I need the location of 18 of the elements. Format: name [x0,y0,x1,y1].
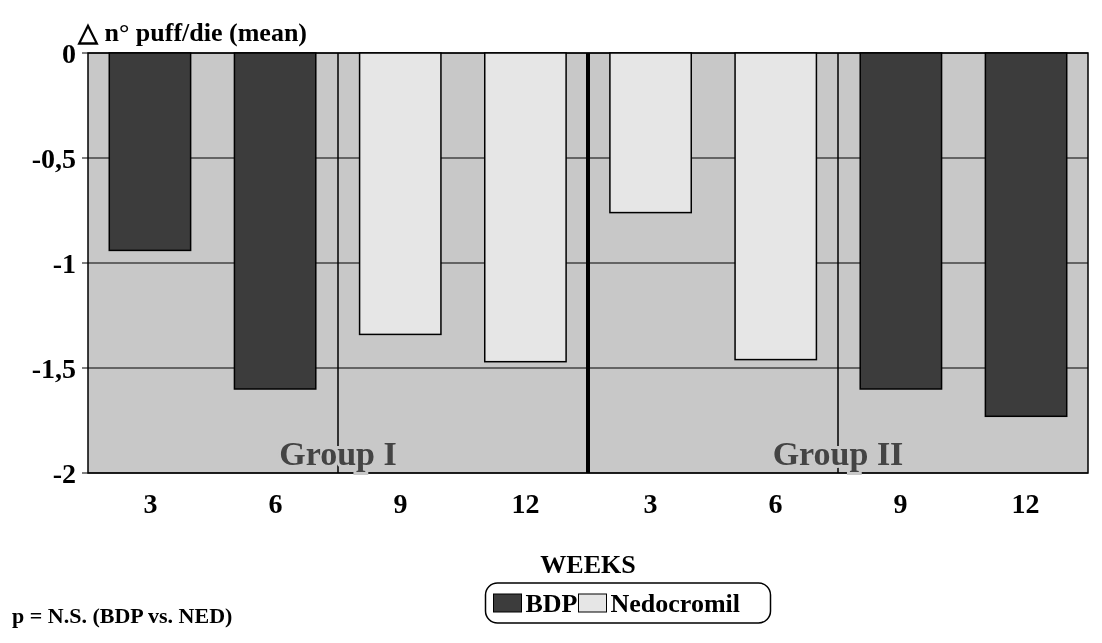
x-tick-label: 6 [768,488,783,519]
text: p = N.S. (BDP vs. NED) [12,603,233,628]
x-tick-label: 12 [511,488,540,519]
x-tick-label: 9 [893,488,908,519]
y-tick-label: -0,5 [31,142,76,174]
x-tick-label: 12 [1011,488,1040,519]
x-tick-label: 3 [643,488,658,519]
legend-label: BDP [525,589,578,619]
legend-label: Nedocromil [610,589,740,619]
x-tick-label: 3 [143,488,158,519]
x-axis-title: WEEKS [540,550,636,579]
y-tick-label: -1 [52,247,76,279]
x-tick-label: 9 [393,488,408,519]
y-tick-label: -1,5 [31,352,76,384]
y-tick-label: -2 [52,457,76,489]
y-tick-label: 0 [62,37,76,69]
x-tick-label: 6 [268,488,283,519]
y-axis-title: △ n° puff/die (mean) [77,18,308,47]
